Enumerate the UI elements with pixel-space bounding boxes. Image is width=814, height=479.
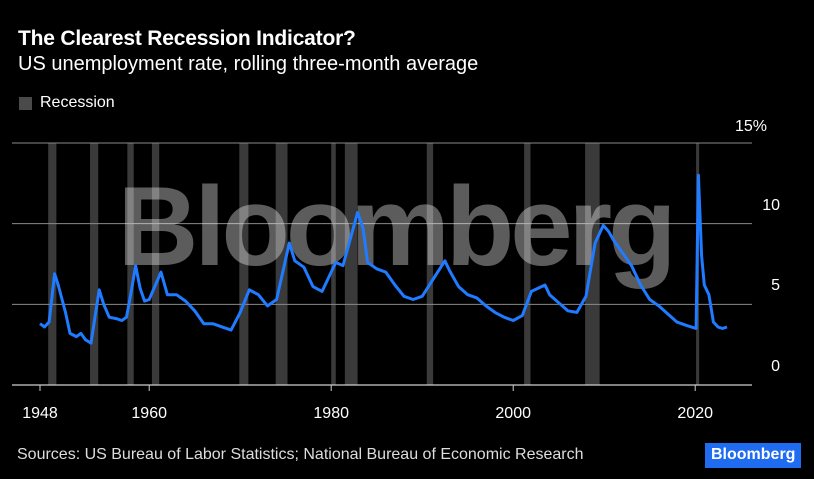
- watermark: Bloomberg: [117, 164, 672, 289]
- legend: Recession: [19, 94, 115, 112]
- bloomberg-logo-badge: Bloomberg: [705, 443, 802, 468]
- x-tick-label: 2020: [677, 405, 713, 422]
- source-note: Sources: US Bureau of Labor Statistics; …: [17, 446, 584, 463]
- y-tick-label: 15%: [735, 118, 768, 135]
- recession-band: [127, 143, 134, 385]
- y-tick-label: 10: [762, 196, 780, 214]
- recession-band: [239, 143, 249, 385]
- x-tick-label: 1960: [131, 405, 167, 422]
- recession-swatch: [19, 96, 32, 110]
- recession-band: [344, 143, 358, 385]
- recession-band: [524, 143, 531, 385]
- chart-title: The Clearest Recession Indicator?: [18, 27, 356, 50]
- x-tick-label: 1948: [22, 405, 58, 422]
- recession-band: [90, 143, 99, 385]
- chart-subtitle: US unemployment rate, rolling three-mont…: [18, 53, 479, 75]
- x-tick-label: 2000: [495, 405, 531, 422]
- x-tick-label: 1980: [313, 405, 349, 422]
- y-tick-label: 5: [771, 277, 780, 295]
- x-axis: [12, 384, 752, 391]
- recession-band: [48, 143, 57, 385]
- recession-band: [275, 143, 288, 385]
- recession-band: [151, 143, 160, 385]
- recession-band: [426, 143, 434, 385]
- legend-label: Recession: [40, 94, 115, 111]
- gridlines: [12, 142, 752, 305]
- unemployment-line: [39, 173, 728, 345]
- y-tick-label: 0: [771, 358, 780, 375]
